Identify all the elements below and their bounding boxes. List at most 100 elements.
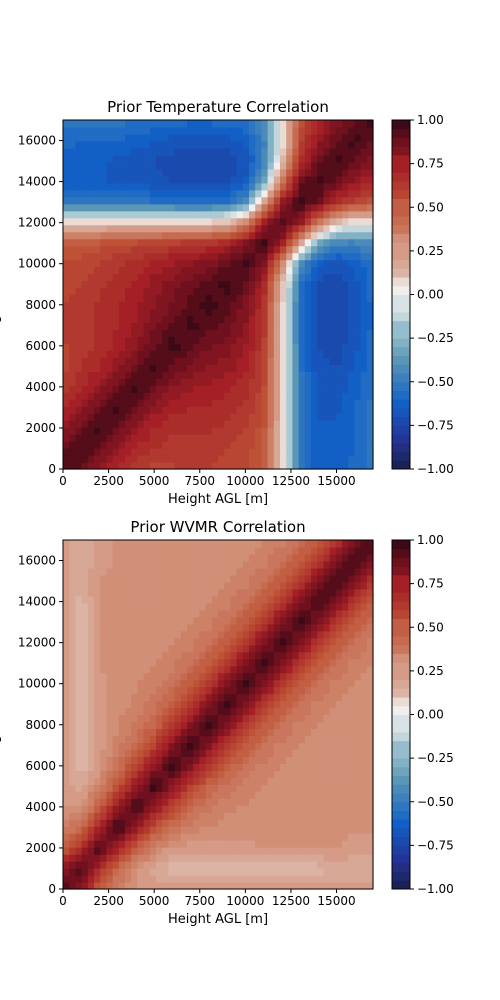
heatmap-cell [137,714,145,723]
heatmap-cell [218,280,225,289]
heatmap-cell [112,161,120,170]
heatmap-cell [87,784,95,792]
heatmap-cell [211,259,219,268]
heatmap-cell [230,147,238,156]
heatmap-cell [242,868,250,876]
heatmap-cell [63,322,70,330]
y-tick-label: 2000 [25,421,56,435]
heatmap-cell [75,308,83,317]
heatmap-cell [118,847,126,855]
heatmap-cell [180,567,188,576]
heatmap-cell [267,392,275,400]
heatmap-cell [187,357,194,365]
heatmap-cell [69,196,76,205]
heatmap-cell [348,651,355,660]
heatmap-cell [63,343,70,351]
heatmap-cell [329,287,337,296]
heatmap-cell [236,623,244,632]
heatmap-cell [125,833,132,841]
heatmap-cell [298,406,306,414]
heatmap-cell [273,602,281,611]
heatmap-cell [366,406,374,414]
heatmap-cell [304,189,312,198]
heatmap-cell [81,385,89,393]
heatmap-cell [75,196,83,205]
heatmap-cell [63,462,70,470]
heatmap-cell [131,161,138,170]
heatmap-cell [342,294,349,303]
heatmap-cell [286,280,293,289]
heatmap-cell [249,266,256,275]
heatmap-cell [286,749,293,757]
heatmap-cell [100,819,107,827]
heatmap-cell [323,784,331,792]
heatmap-cell [335,231,343,240]
heatmap-cell [118,728,126,737]
heatmap-cell [292,756,300,764]
heatmap-cell [94,833,101,841]
heatmap-cell [94,882,101,890]
heatmap-cell [342,315,349,324]
heatmap-cell [311,140,318,149]
heatmap-cell [304,686,312,695]
heatmap-cell [156,203,163,212]
heatmap-cell [205,427,213,435]
heatmap-cell [323,462,331,470]
heatmap-cell [211,126,219,135]
heatmap-cell [354,140,362,149]
heatmap-cell [69,868,76,876]
heatmap-cell [230,833,238,841]
heatmap-cell [366,840,374,848]
heatmap-cell [311,651,318,660]
heatmap-cell [342,847,349,855]
heatmap-cell [87,798,95,806]
heatmap-cell [261,448,269,456]
heatmap-cell [242,427,250,435]
heatmap-cell [342,224,349,233]
heatmap-cell [292,196,300,205]
heatmap-cell [236,819,244,827]
heatmap-cell [317,637,324,646]
heatmap-cell [286,651,293,660]
heatmap-cell [366,602,374,611]
heatmap-cell [112,777,120,785]
heatmap-cell [280,560,287,569]
heatmap-cell [236,728,244,737]
heatmap-cell [335,609,343,618]
heatmap-cell [224,252,231,261]
heatmap-cell [348,777,355,785]
heatmap-cell [360,882,368,890]
heatmap-cell [273,574,281,583]
heatmap-cell [242,665,250,674]
heatmap-cell [236,777,244,785]
heatmap-cell [230,350,238,358]
heatmap-cell [286,854,293,862]
heatmap-cell [193,644,200,653]
heatmap-cell [112,392,120,400]
heatmap-cell [273,553,281,562]
heatmap-cell [131,728,138,737]
heatmap-cell [273,420,281,428]
heatmap-cell [125,168,132,177]
heatmap-cell [69,217,76,226]
heatmap-cell [75,616,83,625]
heatmap-cell [168,637,176,646]
heatmap-cell [131,819,138,827]
heatmap-cell [112,763,120,771]
heatmap-cell [87,350,95,358]
heatmap-cell [75,315,83,324]
heatmap-cell [75,630,83,639]
heatmap-cell [273,238,281,247]
heatmap-cell [106,882,114,890]
heatmap-cell [286,784,293,792]
heatmap-cell [348,329,355,337]
heatmap-cell [187,560,194,569]
heatmap-cell [205,756,213,764]
heatmap-cell [280,553,287,562]
heatmap-cell [193,728,200,737]
heatmap-cell [329,161,337,170]
heatmap-cell [249,840,256,848]
heatmap-cell [280,273,287,282]
heatmap-cell [366,623,374,632]
heatmap-cell [81,623,89,632]
